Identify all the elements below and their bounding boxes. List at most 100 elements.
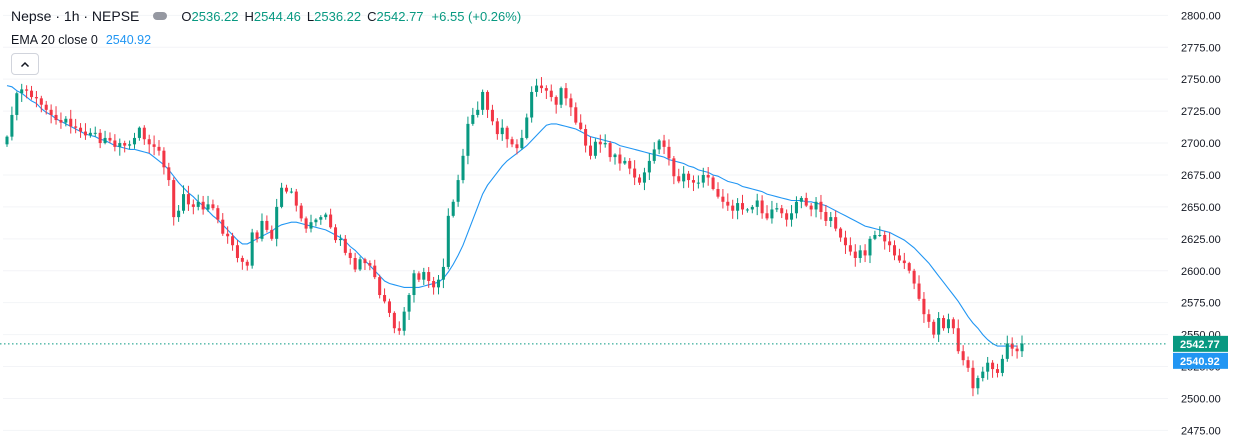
last-price-tag-text: 2542.77 <box>1180 339 1220 351</box>
ema-tag-text: 2540.92 <box>1180 356 1220 368</box>
candle <box>814 197 818 218</box>
candle <box>819 194 823 220</box>
candle-body <box>59 120 63 123</box>
candle <box>324 212 328 220</box>
candle <box>186 185 190 211</box>
candle-body <box>525 117 529 138</box>
candle <box>397 321 401 335</box>
candle <box>873 230 877 241</box>
candle-body <box>696 182 700 184</box>
candle <box>466 116 470 165</box>
candle-body <box>505 127 509 140</box>
candle <box>392 311 396 334</box>
close-label: C <box>367 8 377 24</box>
candle-body <box>794 201 798 214</box>
candle <box>843 230 847 254</box>
candle <box>638 174 642 186</box>
high-value: 2544.46 <box>253 8 301 24</box>
y-tick-label: 2700.00 <box>1181 138 1221 150</box>
candle-body <box>118 143 122 147</box>
candle-body <box>755 200 759 207</box>
candle <box>167 162 171 186</box>
symbol-title[interactable]: Nepse · 1h · NEPSE <box>11 8 140 24</box>
candle-body <box>961 351 965 361</box>
candle-body <box>490 109 494 122</box>
candle-body <box>745 209 749 211</box>
candle <box>25 85 29 99</box>
candle <box>745 208 749 213</box>
collapse-legend-button[interactable] <box>11 53 39 75</box>
candle <box>147 134 151 154</box>
candle-body <box>569 98 573 108</box>
last-price-tag-background <box>1173 335 1228 352</box>
candle-body <box>843 237 847 246</box>
more-options-icon[interactable] <box>153 12 168 20</box>
candle-body <box>446 215 450 267</box>
candle <box>917 275 921 301</box>
candle <box>79 123 83 138</box>
candle <box>593 138 597 159</box>
candle <box>461 148 465 184</box>
candle-body <box>15 93 19 115</box>
candle-body <box>711 177 715 190</box>
candle-body <box>956 328 960 352</box>
candle <box>785 209 789 227</box>
candle <box>839 227 843 242</box>
ema-tag-background <box>1173 352 1228 369</box>
candle-body <box>451 201 455 216</box>
candle-body <box>986 362 990 372</box>
candle <box>956 319 960 354</box>
candle <box>995 363 1000 378</box>
candle <box>535 78 539 97</box>
candle-body <box>88 132 92 136</box>
candle <box>304 216 308 233</box>
candle-body <box>436 279 441 288</box>
candle <box>334 224 338 243</box>
candle <box>897 248 901 263</box>
candle <box>902 252 906 270</box>
candle <box>284 184 289 194</box>
candle <box>441 258 445 289</box>
candle <box>123 140 127 153</box>
candle-body <box>682 173 686 182</box>
candle-body <box>1010 343 1014 349</box>
candle <box>682 166 686 189</box>
candle <box>809 202 813 217</box>
candle <box>196 194 200 211</box>
candle <box>172 177 176 226</box>
candle <box>49 104 53 124</box>
price-axis[interactable]: 2475.002500.002525.002550.002575.002600.… <box>1168 0 1236 447</box>
candle-body <box>206 204 210 210</box>
candle-body <box>216 208 220 220</box>
candle-body <box>927 314 931 322</box>
candle-body <box>113 140 117 147</box>
candle <box>736 198 740 220</box>
candle <box>525 113 529 140</box>
gridlines <box>3 14 1168 431</box>
candle-body <box>1020 343 1024 352</box>
candle-body <box>902 260 906 264</box>
close-value: 2542.77 <box>376 8 424 24</box>
candle <box>584 124 588 153</box>
candle-body <box>946 319 950 329</box>
candle <box>829 211 833 228</box>
candle <box>34 90 38 108</box>
candle-body <box>314 219 318 223</box>
candle <box>113 134 117 152</box>
candle <box>760 195 764 219</box>
candle-body <box>672 158 676 177</box>
candle-body <box>858 250 862 258</box>
candle-body <box>221 219 225 234</box>
candle-body <box>873 234 877 239</box>
candle-body <box>647 160 651 173</box>
candle-body <box>64 118 68 123</box>
y-tick-label: 2675.00 <box>1181 170 1221 182</box>
candle-body <box>5 136 9 145</box>
candle-body <box>132 137 137 145</box>
candle <box>515 139 519 155</box>
candle <box>731 199 735 219</box>
indicator-legend[interactable]: EMA 20 close 0 2540.92 <box>11 33 151 47</box>
candle <box>652 142 656 164</box>
candle <box>93 126 97 137</box>
